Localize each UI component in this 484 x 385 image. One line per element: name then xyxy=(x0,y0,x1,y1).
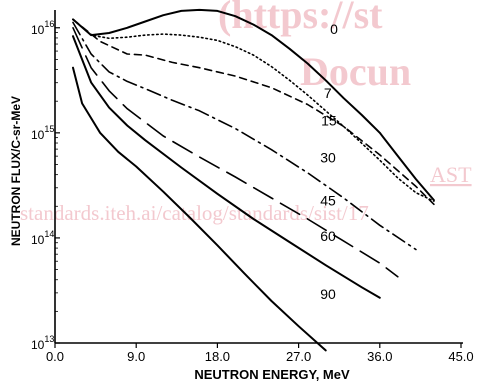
x-tick-label: 0.0 xyxy=(46,349,64,364)
x-axis-title: NEUTRON ENERGY, MeV xyxy=(194,367,350,382)
watermark-text-1: Docun xyxy=(300,49,411,94)
curve-label-30: 30 xyxy=(320,149,336,165)
x-tick-label: 27.0 xyxy=(286,349,311,364)
series-line-0 xyxy=(72,8,435,202)
x-tick-label: 9.0 xyxy=(127,349,145,364)
axes: 0.0 9.0 18.0 27.0 36.0 45.0 1013 1014 1015 1016 xyxy=(31,10,474,364)
curve-label-0: 0 xyxy=(330,21,338,37)
series-line-60 xyxy=(72,35,381,299)
watermark-text-0: (https://st xyxy=(218,0,383,37)
series-line-45 xyxy=(72,27,399,278)
series-line-30 xyxy=(72,21,417,251)
curve-label-7: 7 xyxy=(324,85,332,101)
y-tick-label: 1015 xyxy=(31,124,54,142)
x-tick-label: 36.0 xyxy=(367,349,392,364)
y-tick-label: 1016 xyxy=(31,19,54,37)
series-line-90 xyxy=(72,66,327,352)
x-tick-label: 18.0 xyxy=(205,349,230,364)
curve-label-45: 45 xyxy=(320,192,336,208)
y-tick-label: 1014 xyxy=(31,229,54,247)
curve-labels: 0 7 15 30 45 60 90 xyxy=(320,21,338,302)
curve-label-60: 60 xyxy=(320,228,336,244)
series-line-15 xyxy=(72,18,435,206)
series-group xyxy=(72,8,435,352)
x-tick-label: 45.0 xyxy=(448,349,473,364)
series-line-7 xyxy=(72,18,435,202)
y-axis-title: NEUTRON FLUX/C-sr-MeV xyxy=(9,96,23,246)
watermark-text-2: AST xyxy=(430,162,472,187)
curve-label-90: 90 xyxy=(320,286,336,302)
y-tick-label: 1013 xyxy=(31,334,54,352)
curve-label-15: 15 xyxy=(321,112,337,128)
